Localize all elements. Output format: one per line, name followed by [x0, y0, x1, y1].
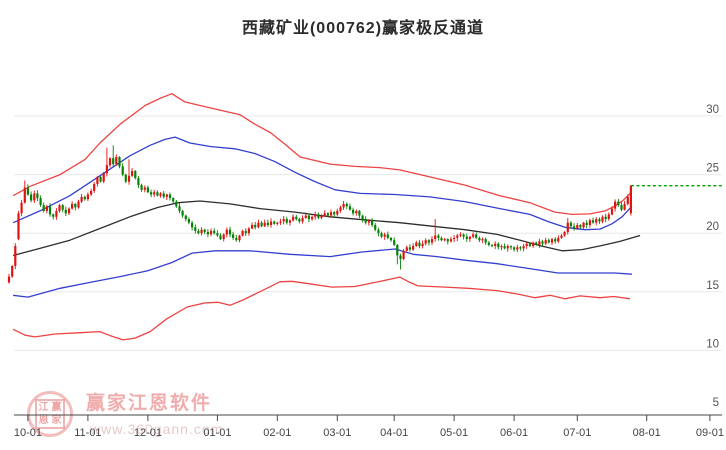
channel-lines — [12, 93, 641, 341]
svg-text:11-01: 11-01 — [74, 427, 101, 439]
svg-text:04-01: 04-01 — [380, 427, 408, 439]
grid-lines — [14, 115, 722, 351]
svg-text:08-01: 08-01 — [633, 427, 661, 439]
svg-text:12-01: 12-01 — [134, 427, 162, 439]
svg-text:5: 5 — [713, 397, 719, 409]
chart-title: 西藏矿业(000762)赢家极反通道 — [241, 20, 485, 37]
svg-text:06-01: 06-01 — [500, 427, 528, 439]
svg-text:01-01: 01-01 — [203, 427, 231, 439]
svg-text:05-01: 05-01 — [440, 427, 468, 439]
candlesticks — [7, 145, 632, 284]
svg-text:02-01: 02-01 — [263, 427, 291, 439]
svg-text:20: 20 — [706, 221, 719, 233]
svg-text:10: 10 — [706, 338, 719, 350]
svg-text:30: 30 — [706, 104, 719, 116]
svg-text:15: 15 — [706, 280, 719, 292]
svg-text:10-01: 10-01 — [14, 427, 42, 439]
svg-text:03-01: 03-01 — [323, 427, 351, 439]
y-axis-labels: 30 25 20 15 10 5 — [706, 104, 719, 409]
svg-text:09-01: 09-01 — [696, 427, 724, 439]
svg-text:25: 25 — [706, 163, 719, 175]
svg-text:07-01: 07-01 — [563, 427, 591, 439]
x-axis: 10-01 11-01 12-01 01-01 02-01 03-01 04-01 05-01… — [14, 414, 724, 439]
